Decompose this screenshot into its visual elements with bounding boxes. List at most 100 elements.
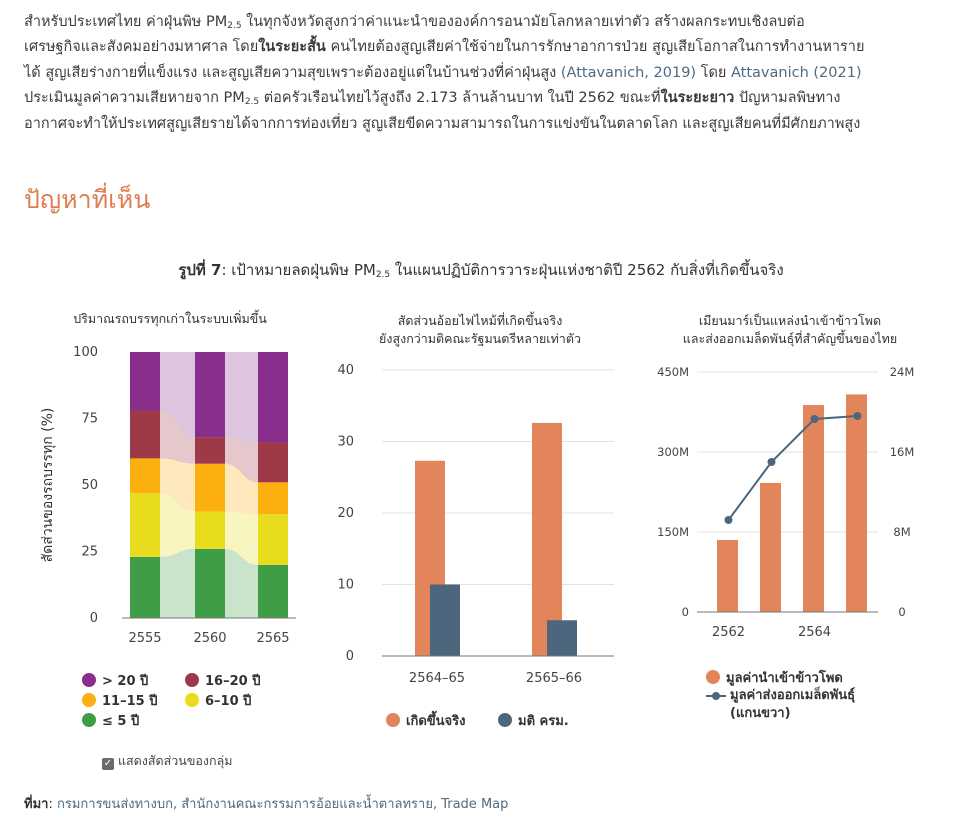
y-tick-label: 0 (346, 649, 354, 664)
y-axis-label: สัดส่วนของรถบรรทุก (%) (40, 408, 56, 563)
bar (803, 405, 824, 612)
source-links[interactable]: กรมการขนส่งทางบก, สำนักงานคณะกรรมการอ้อย… (56, 797, 509, 812)
legend-item-11-15[interactable]: 11–15 ปี (82, 690, 157, 711)
legend-swatch-icon (185, 693, 199, 707)
y-tick-label: 50 (81, 478, 98, 493)
stack-band (160, 492, 195, 557)
y-tick-label: 30 (337, 435, 354, 450)
citation-link-2019[interactable]: (Attavanich, 2019) (560, 64, 697, 81)
chart3-title: เมียนมาร์เป็นแหล่งนำเข้าข้าวโพด และส่งออ… (682, 313, 898, 346)
stack-segment (258, 442, 288, 483)
y-right-tick-label: 8M (893, 525, 910, 539)
y-right-tick-label: 0 (898, 605, 905, 619)
stack-segment (195, 463, 225, 512)
stack-segment (258, 482, 288, 515)
intro-line-4: ประเมินมูลค่าความเสียหายจาก PM2.5 ต่อครั… (24, 90, 841, 108)
checkmark-icon: ✓ (102, 758, 114, 770)
x-tick-label: 2562 (712, 625, 745, 640)
stack-band (225, 352, 258, 443)
stack-segment (195, 511, 225, 549)
intro-line-5: อากาศจะทำให้ประเทศสูญเสียรายได้จากการท่อ… (24, 115, 861, 132)
legend-item-6-10[interactable]: 6–10 ปี (185, 690, 251, 711)
bar (547, 620, 577, 656)
legend-swatch-icon (82, 713, 96, 727)
x-tick-label: 2560 (193, 631, 226, 646)
bar (760, 482, 781, 612)
stack-segment (195, 352, 225, 438)
legend-item-16-20[interactable]: 16–20 ปี (185, 670, 260, 691)
stack-segment (130, 556, 160, 618)
legend-swatch-icon (386, 713, 400, 727)
line-point (767, 458, 776, 466)
line-point (810, 415, 819, 423)
line-point (724, 516, 733, 524)
figure-title: รูปที่ 7: เป้าหมายลดฝุ่นพิษ PM2.5 ในแผนป… (178, 261, 784, 280)
stack-band (160, 410, 195, 464)
source-note: ที่มา: กรมการขนส่งทางบก, สำนักงานคณะกรรม… (24, 797, 509, 812)
intro-paragraph: สำหรับประเทศไทย ค่าฝุ่นพิษ PM2.5 ในทุกจั… (24, 10, 944, 137)
bar (430, 584, 460, 656)
y-tick-label: 0 (90, 611, 98, 626)
citation-link-2021[interactable]: Attavanich (2021) (731, 64, 862, 81)
y-tick-label: 20 (337, 506, 354, 521)
chart2-burned-cane-bar: 0 10 20 30 40 2564–65 2565–66 (337, 363, 614, 686)
legend-swatch-icon (498, 713, 512, 727)
legend-swatch-icon (185, 673, 199, 687)
chart1-title: ปริมาณรถบรรทุกเก่าในระบบเพิ่มขึ้น (73, 311, 267, 326)
stack-band (225, 463, 258, 515)
y-tick-label: 10 (337, 578, 354, 593)
stack-segment (258, 352, 288, 443)
y-tick-label: 25 (81, 545, 98, 560)
stack-band (225, 437, 258, 483)
y-left-tick-label: 150M (657, 525, 689, 539)
bar (532, 422, 562, 656)
stack-segment (195, 548, 225, 618)
legend-swatch-icon (706, 670, 720, 684)
y-tick-label: 100 (73, 345, 98, 360)
legend-line-marker-icon (706, 692, 726, 700)
stack-band (160, 548, 195, 618)
stack-segment (130, 410, 160, 459)
x-tick-label: 2565 (256, 631, 289, 646)
intro-line-2: เศรษฐกิจและสังคมอย่างมหาศาล โดยในระยะสั้… (24, 39, 865, 56)
y-left-tick-label: 450M (657, 365, 689, 379)
stack-segment (195, 437, 225, 464)
chart3-maize-import-combo: 0 150M 300M 450M 0 8M 16M 24M 2562 2564 (657, 365, 915, 640)
stack-band (160, 458, 195, 512)
stack-band (225, 548, 258, 618)
show-proportion-checkbox[interactable]: ✓ แสดงสัดส่วนของกลุ่ม (102, 753, 233, 770)
legend-item-actual[interactable]: เกิดขึ้นจริง (386, 710, 465, 731)
stack-segment (130, 492, 160, 557)
y-left-tick-label: 300M (657, 445, 689, 459)
stack-band (160, 352, 195, 438)
legend-swatch-icon (82, 673, 96, 687)
x-tick-label: 2564 (798, 625, 831, 640)
y-right-tick-label: 24M (890, 365, 915, 379)
y-tick-label: 75 (81, 412, 98, 427)
x-tick-label: 2565–66 (526, 671, 582, 686)
y-tick-label: 40 (337, 363, 354, 378)
y-left-tick-label: 0 (682, 605, 689, 619)
section-heading: ปัญหาที่เห็น (24, 185, 151, 214)
x-tick-label: 2564–65 (409, 671, 465, 686)
stack-band (225, 511, 258, 565)
series-line (727, 415, 858, 521)
chart1-truck-age-stacked-bar: 0 25 50 75 100 สัดส่วนของรถบรรทุก (%) 2555 2560… (40, 345, 296, 646)
intro-line-1: สำหรับประเทศไทย ค่าฝุ่นพิษ PM2.5 ในทุกจั… (24, 14, 805, 31)
bar (846, 394, 867, 612)
legend-item-under5[interactable]: ≤ 5 ปี (82, 710, 139, 731)
legend-item-maize-import[interactable]: มูลค่านำเข้าข้าวโพด (706, 667, 843, 688)
stack-segment (130, 458, 160, 493)
legend-swatch-icon (82, 693, 96, 707)
legend-item-over20[interactable]: > 20 ปี (82, 670, 148, 691)
stack-segment (258, 514, 288, 565)
bar (717, 540, 738, 612)
intro-line-3: ได้ สูญเสียร่างกายที่แข็งแรง และสูญเสียค… (24, 64, 862, 81)
line-point (853, 412, 862, 420)
stack-segment (130, 352, 160, 411)
legend-item-cabinet-resolution[interactable]: มติ ครม. (498, 710, 569, 731)
chart2-title: สัดส่วนอ้อยไฟไหม้ที่เกิดขึ้นจริง ยังสูงก… (379, 313, 581, 346)
legend-item-seed-export[interactable]: มูลค่าส่งออกเมล็ดพันธุ์ (แกนขวา) (706, 687, 856, 723)
stack-segment (258, 564, 288, 618)
y-right-tick-label: 16M (890, 445, 915, 459)
